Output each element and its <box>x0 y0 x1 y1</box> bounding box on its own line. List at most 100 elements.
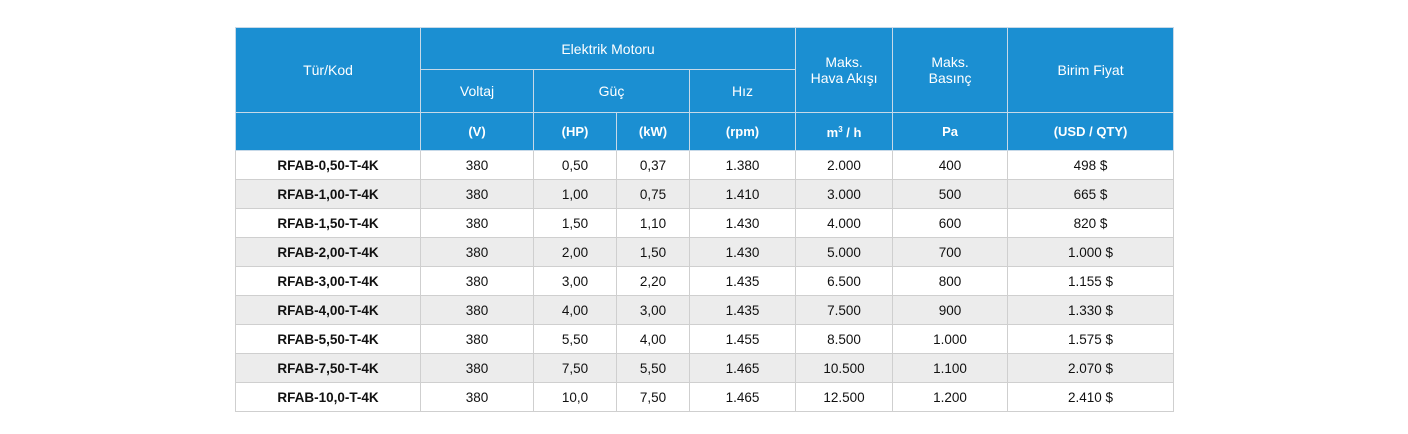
cell-price: 1.575 $ <box>1007 324 1175 354</box>
cell-code: RFAB-3,00-T-4K <box>235 266 421 296</box>
cell-airflow: 7.500 <box>795 295 894 325</box>
cell-kw: 0,37 <box>616 150 690 180</box>
cell-code: RFAB-0,50-T-4K <box>235 150 421 180</box>
table-row: RFAB-7,50-T-4K 380 7,50 5,50 1.465 10.50… <box>235 353 1175 383</box>
unit-price-currency: (USD / QTY) <box>1007 112 1175 151</box>
cell-kw: 0,75 <box>616 179 690 209</box>
cell-airflow: 6.500 <box>795 266 894 296</box>
max-airflow-line1: Maks. <box>825 54 863 70</box>
cell-hp: 3,00 <box>533 266 617 296</box>
cell-code: RFAB-5,50-T-4K <box>235 324 421 354</box>
cell-airflow: 8.500 <box>795 324 894 354</box>
cell-voltage: 380 <box>420 150 534 180</box>
cell-code: RFAB-1,00-T-4K <box>235 179 421 209</box>
cell-price: 820 $ <box>1007 208 1175 238</box>
max-pressure-line2: Basınç <box>928 70 972 86</box>
cell-rpm: 1.465 <box>688 353 797 383</box>
electric-motor-header: Elektrik Motoru <box>419 27 797 70</box>
cell-kw: 2,20 <box>616 266 690 296</box>
cell-code: RFAB-4,00-T-4K <box>235 295 421 325</box>
cell-voltage: 380 <box>420 324 534 354</box>
table-body: RFAB-0,50-T-4K 380 0,50 0,37 1.380 2.000… <box>235 150 1175 412</box>
cell-pressure: 400 <box>892 150 1009 180</box>
unit-airflow-m: m <box>826 125 839 140</box>
cell-price: 2.070 $ <box>1007 353 1175 383</box>
unit-price-header: Birim Fiyat <box>1007 27 1175 113</box>
unit-volt: (V) <box>420 112 534 151</box>
max-airflow-line2: Hava Akışı <box>810 70 878 86</box>
power-header: Güç <box>533 69 690 113</box>
cell-airflow: 5.000 <box>795 237 894 267</box>
cell-pressure: 1.200 <box>892 382 1009 412</box>
table-row: RFAB-1,50-T-4K 380 1,50 1,10 1.430 4.000… <box>235 208 1175 238</box>
cell-pressure: 1.100 <box>892 353 1009 383</box>
max-pressure-header: Maks. Basınç <box>892 27 1009 113</box>
cell-airflow: 12.500 <box>795 382 894 412</box>
cell-airflow: 10.500 <box>795 353 894 383</box>
cell-hp: 5,50 <box>533 324 617 354</box>
unit-hp: (HP) <box>533 112 617 151</box>
cell-kw: 4,00 <box>616 324 690 354</box>
cell-voltage: 380 <box>420 266 534 296</box>
cell-hp: 10,0 <box>533 382 617 412</box>
cell-voltage: 380 <box>420 382 534 412</box>
table-row: RFAB-1,00-T-4K 380 1,00 0,75 1.410 3.000… <box>235 179 1175 209</box>
cell-voltage: 380 <box>420 208 534 238</box>
cell-rpm: 1.380 <box>688 150 797 180</box>
unit-airflow-rest: / h <box>842 125 862 140</box>
cell-hp: 1,00 <box>533 179 617 209</box>
cell-price: 1.000 $ <box>1007 237 1175 267</box>
unit-airflow: m3 / h <box>795 112 894 151</box>
cell-code: RFAB-10,0-T-4K <box>235 382 421 412</box>
cell-code: RFAB-1,50-T-4K <box>235 208 421 238</box>
cell-pressure: 900 <box>892 295 1009 325</box>
price-spec-table: Tür/Kod Elektrik Motoru Maks. Hava Akışı … <box>235 27 1175 412</box>
table-row: RFAB-5,50-T-4K 380 5,50 4,00 1.455 8.500… <box>235 324 1175 354</box>
cell-rpm: 1.455 <box>688 324 797 354</box>
cell-rpm: 1.435 <box>688 295 797 325</box>
cell-code: RFAB-7,50-T-4K <box>235 353 421 383</box>
cell-voltage: 380 <box>420 179 534 209</box>
cell-airflow: 4.000 <box>795 208 894 238</box>
cell-rpm: 1.465 <box>688 382 797 412</box>
table-row: RFAB-0,50-T-4K 380 0,50 0,37 1.380 2.000… <box>235 150 1175 180</box>
cell-kw: 1,50 <box>616 237 690 267</box>
cell-pressure: 800 <box>892 266 1009 296</box>
cell-kw: 1,10 <box>616 208 690 238</box>
cell-rpm: 1.435 <box>688 266 797 296</box>
cell-hp: 1,50 <box>533 208 617 238</box>
max-airflow-header: Maks. Hava Akışı <box>795 27 894 113</box>
voltage-header: Voltaj <box>420 69 534 113</box>
cell-price: 1.330 $ <box>1007 295 1175 325</box>
cell-kw: 3,00 <box>616 295 690 325</box>
table-row: RFAB-3,00-T-4K 380 3,00 2,20 1.435 6.500… <box>235 266 1175 296</box>
unit-airflow-exponent: 3 <box>838 125 843 134</box>
cell-pressure: 1.000 <box>892 324 1009 354</box>
cell-hp: 4,00 <box>533 295 617 325</box>
unit-kw: (kW) <box>616 112 690 151</box>
cell-voltage: 380 <box>420 295 534 325</box>
cell-price: 1.155 $ <box>1007 266 1175 296</box>
cell-voltage: 380 <box>420 237 534 267</box>
cell-hp: 2,00 <box>533 237 617 267</box>
cell-airflow: 2.000 <box>795 150 894 180</box>
cell-pressure: 500 <box>892 179 1009 209</box>
cell-hp: 7,50 <box>533 353 617 383</box>
table-row: RFAB-4,00-T-4K 380 4,00 3,00 1.435 7.500… <box>235 295 1175 325</box>
cell-price: 665 $ <box>1007 179 1175 209</box>
table-row: RFAB-10,0-T-4K 380 10,0 7,50 1.465 12.50… <box>235 382 1175 412</box>
cell-kw: 5,50 <box>616 353 690 383</box>
table-header: Tür/Kod Elektrik Motoru Maks. Hava Akışı … <box>235 27 1175 151</box>
speed-header: Hız <box>688 69 797 113</box>
cell-pressure: 600 <box>892 208 1009 238</box>
cell-rpm: 1.430 <box>688 208 797 238</box>
cell-rpm: 1.430 <box>688 237 797 267</box>
cell-rpm: 1.410 <box>688 179 797 209</box>
max-pressure-line1: Maks. <box>931 54 969 70</box>
unit-rpm: (rpm) <box>688 112 797 151</box>
cell-airflow: 3.000 <box>795 179 894 209</box>
cell-voltage: 380 <box>420 353 534 383</box>
unit-empty-cell <box>235 112 421 151</box>
cell-kw: 7,50 <box>616 382 690 412</box>
table-row: RFAB-2,00-T-4K 380 2,00 1,50 1.430 5.000… <box>235 237 1175 267</box>
